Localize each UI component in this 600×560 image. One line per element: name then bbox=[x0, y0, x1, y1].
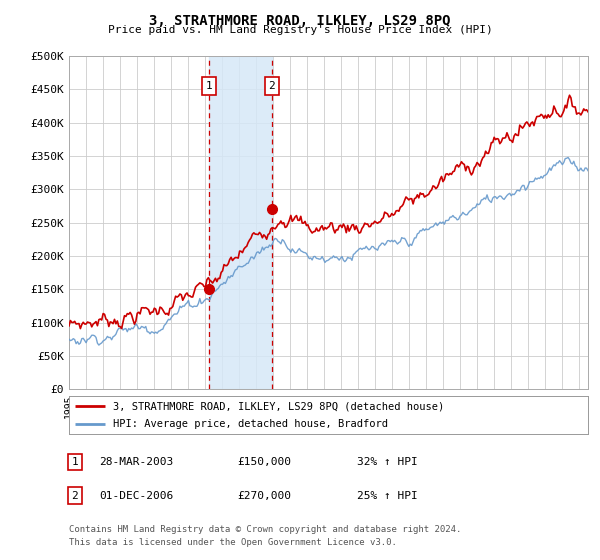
Bar bbox=[209, 56, 272, 389]
Text: 32% ↑ HPI: 32% ↑ HPI bbox=[357, 457, 418, 467]
Text: HPI: Average price, detached house, Bradford: HPI: Average price, detached house, Brad… bbox=[113, 419, 388, 430]
Text: 28-MAR-2003: 28-MAR-2003 bbox=[99, 457, 173, 467]
Text: Contains HM Land Registry data © Crown copyright and database right 2024.: Contains HM Land Registry data © Crown c… bbox=[69, 525, 461, 534]
Text: 2: 2 bbox=[71, 491, 79, 501]
Text: £270,000: £270,000 bbox=[237, 491, 291, 501]
Text: 3, STRATHMORE ROAD, ILKLEY, LS29 8PQ (detached house): 3, STRATHMORE ROAD, ILKLEY, LS29 8PQ (de… bbox=[113, 401, 445, 411]
Text: 2: 2 bbox=[268, 81, 275, 91]
Text: 1: 1 bbox=[71, 457, 79, 467]
Text: 01-DEC-2006: 01-DEC-2006 bbox=[99, 491, 173, 501]
Text: 3, STRATHMORE ROAD, ILKLEY, LS29 8PQ: 3, STRATHMORE ROAD, ILKLEY, LS29 8PQ bbox=[149, 14, 451, 28]
Text: £150,000: £150,000 bbox=[237, 457, 291, 467]
Text: 25% ↑ HPI: 25% ↑ HPI bbox=[357, 491, 418, 501]
Text: Price paid vs. HM Land Registry's House Price Index (HPI): Price paid vs. HM Land Registry's House … bbox=[107, 25, 493, 35]
Text: 1: 1 bbox=[206, 81, 212, 91]
Text: This data is licensed under the Open Government Licence v3.0.: This data is licensed under the Open Gov… bbox=[69, 538, 397, 547]
